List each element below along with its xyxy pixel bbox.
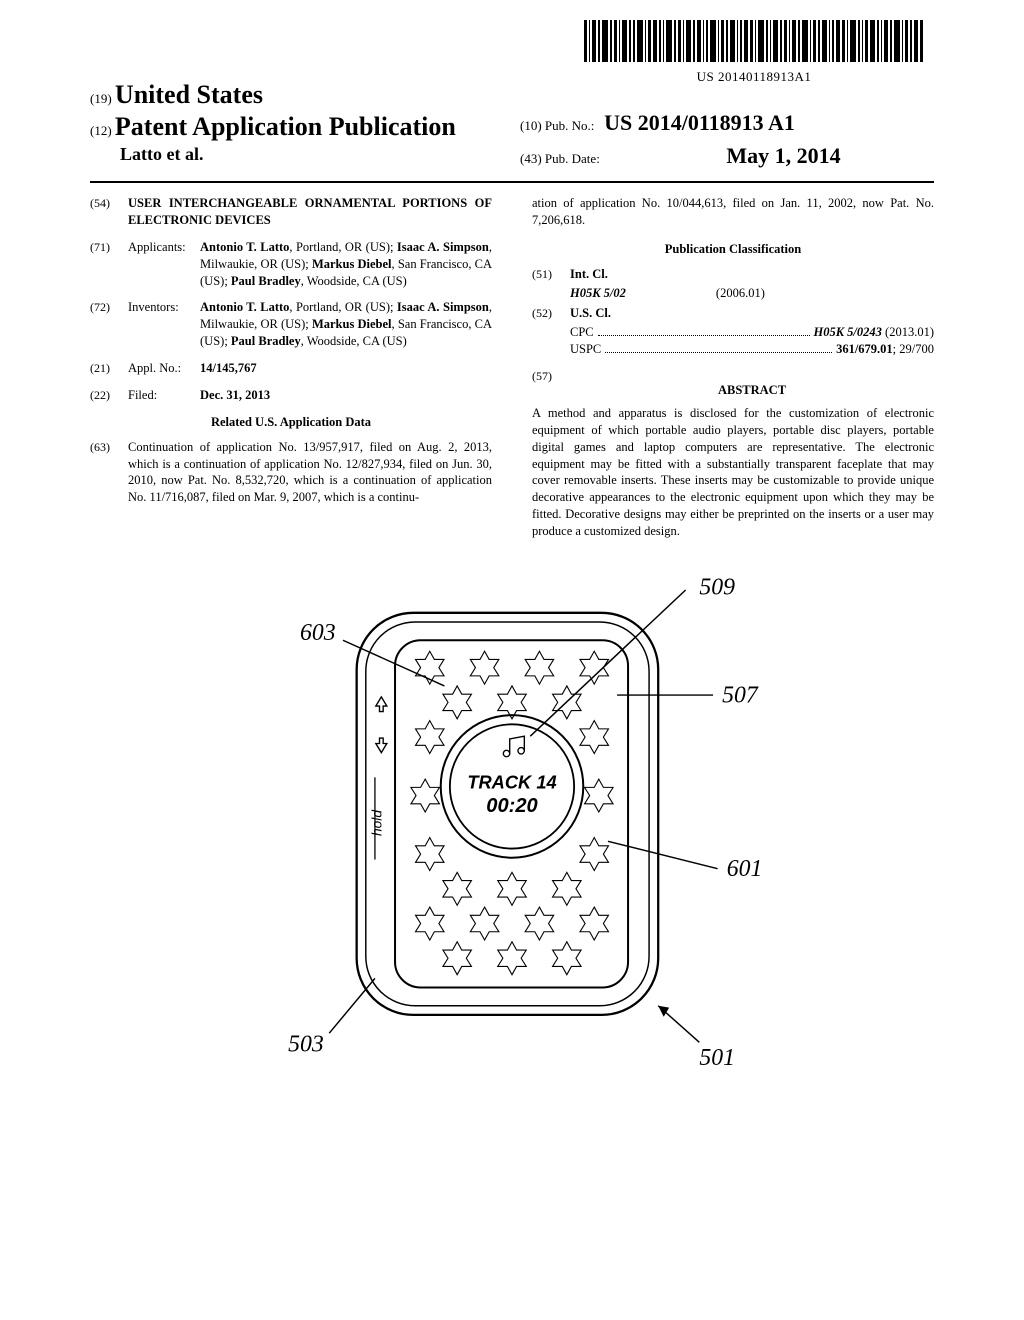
code-71: (71)	[90, 239, 128, 290]
cpc-value: H05K 5/0243	[814, 325, 882, 339]
intcl-label: Int. Cl.	[570, 267, 608, 281]
barcode-block: US 20140118913A1	[584, 20, 924, 85]
pub-date: May 1, 2014	[726, 143, 840, 168]
inventor-name: Paul Bradley	[231, 334, 301, 348]
cpc-date: (2013.01)	[885, 324, 934, 341]
code-51: (51)	[532, 266, 570, 283]
applicant-name: Isaac A. Simpson	[397, 240, 489, 254]
related-text: Continuation of application No. 13/957,9…	[128, 439, 492, 507]
code-19: (19)	[90, 91, 112, 106]
divider-line	[90, 181, 934, 183]
code-63: (63)	[90, 439, 128, 507]
applicant-name: Paul Bradley	[231, 274, 301, 288]
patent-figure: TRACK 14 00:20 hold	[90, 558, 934, 1088]
dotted-leader	[605, 342, 832, 353]
barcode-graphic	[584, 20, 924, 62]
hold-label: hold	[369, 810, 384, 836]
code-10: (10)	[520, 118, 542, 133]
code-72: (72)	[90, 299, 128, 350]
doc-type: Patent Application Publication	[115, 112, 456, 141]
intcl-date: (2006.01)	[716, 285, 765, 302]
inventor-loc: Woodside, CA (US)	[307, 334, 407, 348]
left-column: (54) USER INTERCHANGEABLE ORNAMENTAL POR…	[90, 195, 492, 540]
inventor-name: Antonio T. Latto	[200, 300, 289, 314]
barcode-text: US 20140118913A1	[584, 69, 924, 85]
leader-503	[329, 978, 375, 1033]
code-52: (52)	[532, 305, 570, 322]
filed-date: Dec. 31, 2013	[200, 388, 270, 402]
uspc-extra: ; 29/700	[893, 341, 934, 358]
inventors-label: Inventors:	[128, 299, 200, 350]
applicants-list: Antonio T. Latto, Portland, OR (US); Isa…	[200, 239, 492, 290]
label-603: 603	[300, 620, 336, 646]
abstract-text: A method and apparatus is disclosed for …	[532, 405, 934, 540]
related-text-cont: ation of application No. 10/044,613, fil…	[532, 195, 934, 229]
invention-title: USER INTERCHANGEABLE ORNAMENTAL PORTIONS…	[128, 195, 492, 229]
pub-block: (10) Pub. No.: US 2014/0118913 A1 (43) P…	[520, 106, 841, 172]
track-label: TRACK 14	[467, 771, 556, 792]
uspc-label: USPC	[570, 341, 601, 358]
down-arrow-icon	[376, 738, 387, 753]
uscl-label: U.S. Cl.	[570, 306, 611, 320]
right-column: ation of application No. 10/044,613, fil…	[532, 195, 934, 540]
code-12: (12)	[90, 123, 112, 138]
code-57: (57)	[532, 368, 570, 405]
filed-label: Filed:	[128, 387, 200, 404]
pub-date-label: Pub. Date:	[545, 149, 600, 169]
cpc-label: CPC	[570, 324, 594, 341]
applicants-label: Applicants:	[128, 239, 200, 290]
leader-501	[658, 1006, 699, 1043]
classification-title: Publication Classification	[532, 241, 934, 258]
inventors-list: Antonio T. Latto, Portland, OR (US); Isa…	[200, 299, 492, 350]
applicant-name: Antonio T. Latto	[200, 240, 289, 254]
label-503: 503	[288, 1031, 324, 1057]
appl-no-label: Appl. No.:	[128, 360, 200, 377]
label-509: 509	[699, 574, 735, 600]
uspc-value: 361/679.01	[836, 341, 893, 358]
time-label: 00:20	[486, 795, 537, 817]
label-501: 501	[699, 1045, 735, 1071]
code-21: (21)	[90, 360, 128, 377]
up-arrow-icon	[376, 697, 387, 712]
code-22: (22)	[90, 387, 128, 404]
inventor-name: Markus Diebel	[312, 317, 392, 331]
country-name: United States	[115, 80, 263, 109]
inventor-loc: Portland, OR (US)	[296, 300, 390, 314]
leader-603	[343, 640, 444, 686]
label-601: 601	[727, 856, 763, 882]
dotted-leader	[598, 325, 810, 336]
leader-601	[608, 841, 718, 868]
applicant-name: Markus Diebel	[312, 257, 392, 271]
code-54: (54)	[90, 195, 128, 229]
pub-no-label: Pub. No.:	[545, 116, 594, 136]
appl-no: 14/145,767	[200, 361, 257, 375]
inventor-loc: Milwaukie, OR (US)	[200, 317, 305, 331]
abstract-title: ABSTRACT	[570, 382, 934, 399]
related-title: Related U.S. Application Data	[90, 414, 492, 431]
pub-no: US 2014/0118913 A1	[604, 110, 795, 135]
code-43: (43)	[520, 151, 542, 166]
applicant-loc: Milwaukie, OR (US)	[200, 257, 305, 271]
inventor-name: Isaac A. Simpson	[397, 300, 489, 314]
applicant-loc: Woodside, CA (US)	[307, 274, 407, 288]
biblio-columns: (54) USER INTERCHANGEABLE ORNAMENTAL POR…	[90, 195, 934, 540]
applicant-loc: Portland, OR (US)	[296, 240, 390, 254]
label-507: 507	[722, 682, 759, 708]
intcl-class: H05K 5/02	[570, 286, 626, 300]
